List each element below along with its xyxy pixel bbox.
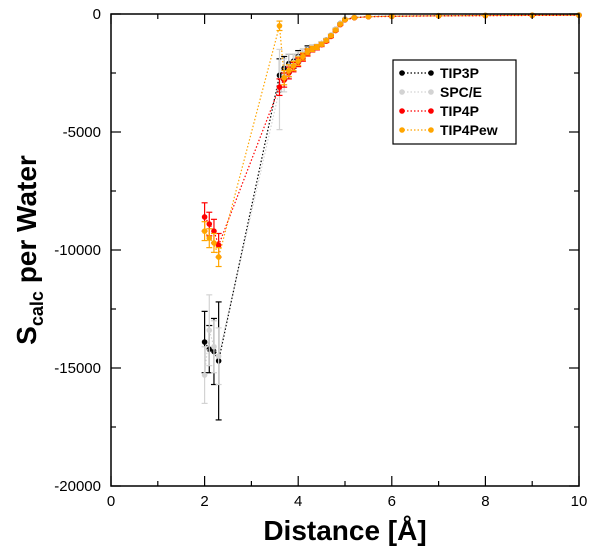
data-point — [215, 242, 222, 249]
legend-marker — [399, 108, 405, 114]
data-point — [323, 37, 330, 44]
legend-marker — [428, 89, 434, 95]
data-point — [201, 228, 208, 234]
legend-label: SPC/E — [440, 84, 482, 100]
data-point — [211, 240, 217, 246]
x-tick-label: 6 — [388, 493, 396, 510]
data-point — [286, 67, 292, 74]
data-point — [206, 221, 213, 227]
y-axis-title: Scalc per Water — [11, 155, 47, 345]
legend-marker — [399, 127, 405, 133]
x-tick-label: 8 — [481, 493, 489, 510]
axes: 0 2 4 6 8 10 0 -5000 -10000 -15000 -20000 — [54, 6, 587, 510]
y-axis-title-subscript: calc — [27, 291, 47, 326]
legend-box — [392, 59, 517, 145]
y-tick-label: -15000 — [54, 360, 101, 377]
data-point — [295, 58, 302, 64]
legend-label: TIP3P — [440, 65, 479, 81]
legend-label: TIP4Pew — [440, 122, 498, 138]
data-point — [276, 23, 283, 29]
legend-entry: TIP4P — [399, 103, 479, 119]
legend-marker — [428, 108, 434, 114]
data-point — [201, 372, 208, 378]
data-point — [211, 343, 217, 350]
data-point — [201, 214, 208, 220]
legend: TIP3P SPC/E TIP4P TIP4Pew — [392, 59, 517, 145]
data-point — [206, 327, 213, 334]
data-point — [215, 254, 222, 260]
x-tick-label: 0 — [107, 493, 115, 510]
y-axis-title-rest: per Water — [11, 155, 42, 291]
y-tick-label: 0 — [93, 6, 101, 23]
data-point — [281, 74, 287, 81]
series-tip4pew — [201, 12, 582, 268]
data-point — [332, 27, 339, 33]
x-tick-label: 2 — [200, 493, 208, 510]
legend-marker — [399, 70, 405, 76]
legend-label: TIP4P — [440, 103, 479, 119]
legend-entry: TIP4Pew — [399, 122, 498, 138]
legend-marker — [428, 127, 434, 133]
data-point — [365, 13, 372, 20]
legend-entry: TIP3P — [399, 65, 479, 81]
legend-marker — [428, 70, 434, 76]
data-point — [318, 41, 325, 48]
data-point — [304, 48, 311, 55]
plot-area — [201, 12, 582, 421]
data-point — [215, 353, 222, 360]
data-point — [351, 14, 358, 21]
data-point — [309, 46, 316, 52]
data-point — [300, 53, 306, 60]
data-point — [337, 21, 344, 27]
y-tick-label: -20000 — [54, 478, 101, 495]
data-point — [328, 32, 334, 39]
series-line — [204, 14, 580, 260]
data-point — [290, 63, 297, 69]
data-point — [276, 84, 283, 90]
data-point — [314, 44, 320, 50]
y-tick-label: -10000 — [54, 242, 101, 259]
data-point — [201, 339, 208, 345]
data-point — [206, 235, 213, 241]
x-tick-label: 10 — [571, 493, 588, 510]
y-axis-title-main: S — [11, 326, 42, 345]
legend-marker — [399, 89, 405, 95]
data-point — [342, 16, 348, 23]
x-tick-label: 4 — [294, 493, 302, 510]
x-axis-title: Distance [Å] — [263, 515, 426, 546]
data-point — [211, 228, 217, 234]
legend-entry: SPC/E — [399, 84, 482, 100]
y-tick-label: -5000 — [63, 124, 101, 141]
